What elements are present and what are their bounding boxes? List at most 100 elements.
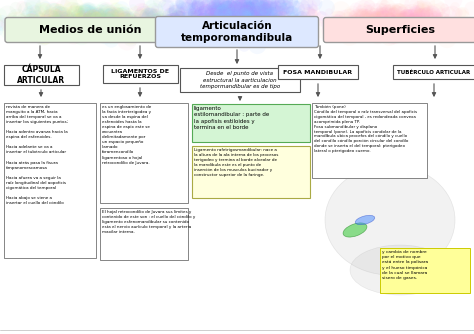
Point [79, 18, 86, 23]
Point [270, 19, 277, 24]
Point [235, 14, 243, 19]
Point [155, 19, 163, 24]
Point [419, 12, 427, 17]
Point [44, 25, 52, 30]
Point [262, 31, 269, 36]
Point [59, 21, 67, 26]
Point [382, 16, 390, 22]
Point [265, 14, 273, 20]
Point [87, 23, 94, 29]
Point [308, 22, 316, 27]
Point [121, 17, 129, 23]
Point [228, 4, 236, 10]
Point [429, 11, 437, 17]
Point [240, 10, 247, 15]
Point [249, 12, 257, 18]
Point [266, 0, 274, 3]
Point [395, 9, 402, 14]
Point [212, 16, 220, 21]
Point [27, 15, 35, 21]
Point [385, 11, 393, 17]
Point [0, 13, 2, 19]
Point [88, 24, 96, 29]
Point [353, 16, 360, 22]
Point [226, 11, 233, 16]
Point [272, 3, 280, 8]
Point [221, 21, 229, 26]
Point [398, 19, 405, 24]
Point [115, 22, 122, 27]
Point [429, 15, 437, 20]
Point [75, 6, 82, 11]
Point [104, 24, 111, 29]
Point [205, 22, 213, 28]
Point [108, 37, 115, 43]
FancyBboxPatch shape [4, 103, 96, 258]
Point [380, 25, 387, 30]
Point [406, 26, 414, 31]
Point [221, 18, 229, 24]
Point [234, 6, 241, 11]
Point [129, 22, 137, 28]
Point [210, 11, 218, 16]
Point [361, 12, 368, 17]
Point [148, 22, 155, 27]
Point [74, 21, 82, 27]
Point [215, 14, 222, 19]
Point [199, 17, 207, 23]
Point [237, 27, 244, 32]
Point [256, 11, 264, 16]
Point [420, 6, 428, 12]
Point [36, 16, 43, 21]
Point [76, 12, 84, 17]
Point [446, 26, 453, 31]
Point [311, 1, 319, 6]
Point [102, 18, 109, 23]
Point [163, 4, 171, 10]
Point [361, 14, 369, 20]
Point [224, 4, 232, 10]
Point [264, 4, 271, 10]
Point [245, 27, 253, 33]
Point [268, 11, 276, 16]
Point [96, 21, 103, 27]
Point [60, 16, 67, 21]
Point [268, 12, 276, 17]
Point [33, 11, 41, 17]
Point [416, 14, 423, 19]
Point [234, 0, 241, 2]
Point [261, 19, 268, 24]
Point [108, 12, 116, 17]
Point [220, 0, 228, 2]
Point [358, 15, 365, 20]
Point [145, 25, 152, 30]
Point [441, 22, 449, 28]
Point [219, 13, 227, 19]
Point [173, 10, 180, 16]
Point [70, 17, 78, 23]
Point [244, 17, 251, 23]
Point [384, 16, 392, 22]
Point [144, 13, 151, 19]
Point [243, 6, 251, 11]
Point [174, 15, 182, 20]
Point [429, 16, 437, 21]
Point [276, 21, 283, 26]
Point [386, 25, 393, 30]
Point [39, 4, 46, 10]
Point [287, 11, 295, 17]
Point [229, 20, 237, 25]
Point [73, 31, 81, 36]
Point [118, 15, 125, 20]
Point [239, 0, 247, 1]
Point [219, 19, 227, 25]
Point [360, 22, 367, 27]
Point [276, 21, 284, 26]
Point [83, 17, 91, 22]
Point [60, 32, 67, 37]
Point [74, 25, 82, 31]
Point [62, 25, 70, 31]
Point [44, 17, 51, 22]
Point [139, 7, 147, 12]
Point [34, 15, 41, 21]
